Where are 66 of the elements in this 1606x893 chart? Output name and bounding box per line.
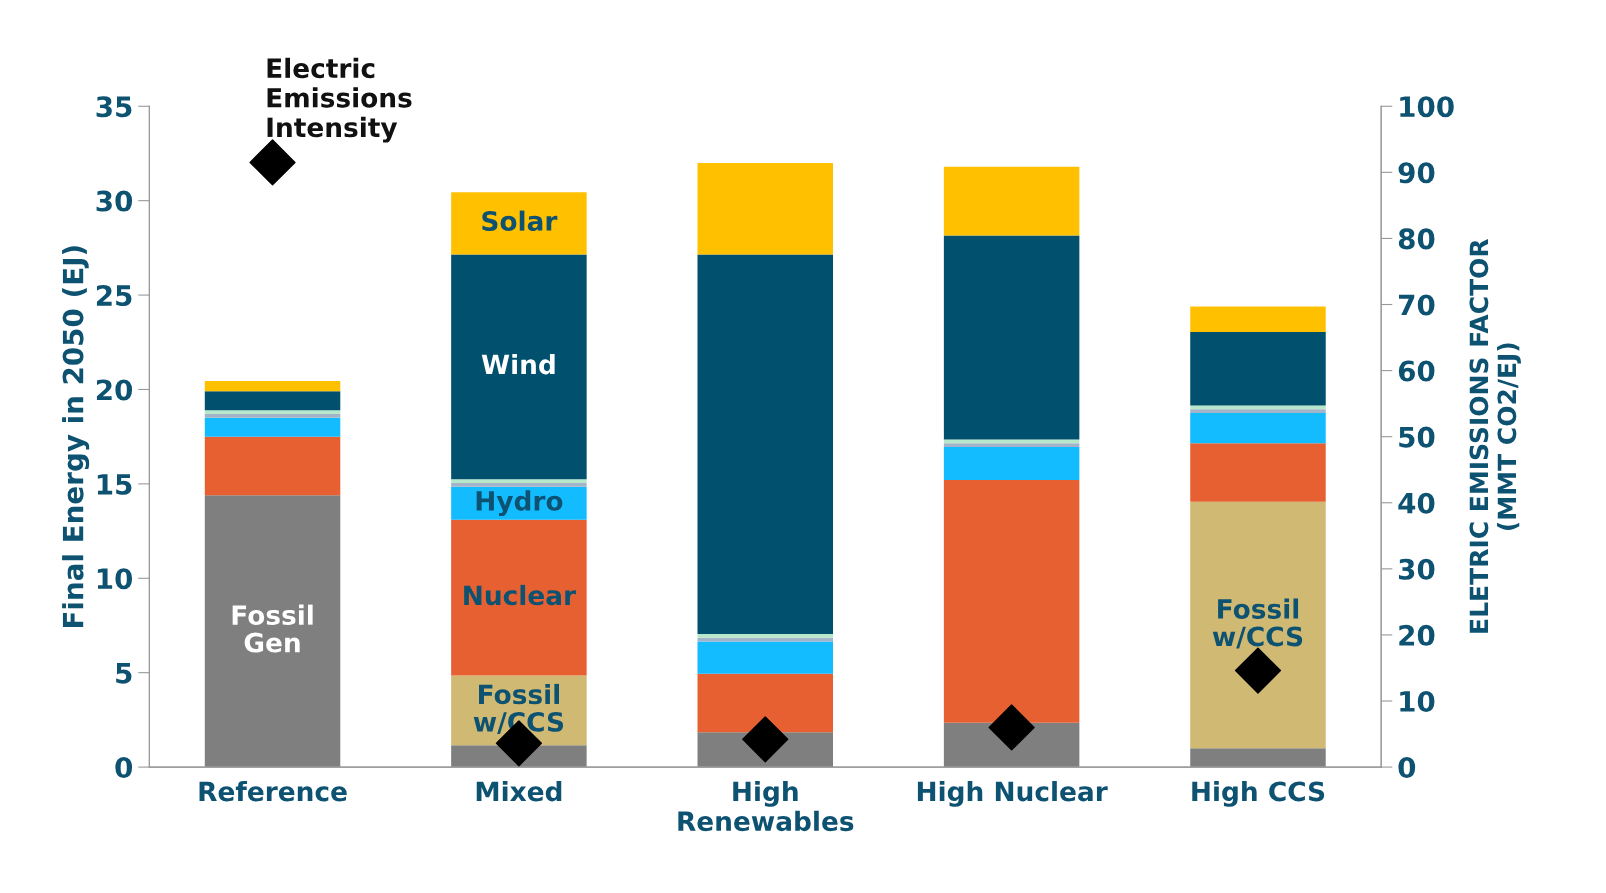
bar bbox=[204, 391, 341, 411]
y-tick-label: 35 bbox=[96, 96, 132, 118]
y2-tick-label: 100 bbox=[1400, 96, 1454, 118]
bar bbox=[697, 641, 834, 674]
bar bbox=[1190, 306, 1326, 332]
bar bbox=[697, 637, 834, 642]
data-label: Fossil w/CCS bbox=[1212, 598, 1303, 649]
bar bbox=[697, 254, 834, 634]
bar bbox=[451, 254, 587, 480]
y-tick-label: 30 bbox=[96, 190, 133, 212]
data-label: Nuclear bbox=[464, 584, 576, 606]
data-label: Wind bbox=[481, 354, 555, 375]
bar bbox=[1190, 413, 1326, 444]
bar bbox=[943, 235, 1080, 440]
y-tick-label: 15 bbox=[97, 474, 132, 495]
x-tick-label: Mixed bbox=[476, 780, 562, 802]
x-tick-label: Reference bbox=[199, 780, 347, 802]
data-label: Solar bbox=[482, 210, 558, 231]
y-tick-label: 5 bbox=[116, 662, 132, 684]
bar bbox=[697, 162, 834, 255]
bar bbox=[697, 673, 834, 733]
bar bbox=[204, 410, 341, 415]
y2-tick-label: 0 bbox=[1398, 757, 1416, 779]
bar bbox=[943, 443, 1080, 448]
y2-tick-label: 90 bbox=[1398, 162, 1435, 184]
x-tick-label: High Nuclear bbox=[917, 780, 1108, 807]
bar bbox=[697, 633, 834, 638]
y-tick-label: 25 bbox=[96, 285, 132, 307]
series-label: Electric Emissions Intensity bbox=[267, 57, 412, 143]
point bbox=[1234, 647, 1282, 694]
bar bbox=[451, 519, 587, 676]
bar bbox=[204, 414, 341, 418]
bar bbox=[943, 480, 1080, 723]
bar bbox=[943, 166, 1080, 236]
y-tick-label: 10 bbox=[97, 568, 133, 590]
x-tick-label: High CCS bbox=[1192, 780, 1325, 807]
y-tick-label: 0 bbox=[115, 757, 133, 779]
x-tick-label: High Renewables bbox=[678, 780, 854, 832]
bar bbox=[943, 447, 1080, 481]
bar bbox=[451, 479, 587, 483]
y2-tick-label: 10 bbox=[1400, 690, 1435, 712]
bar bbox=[1190, 501, 1326, 749]
bar bbox=[451, 482, 587, 487]
bar bbox=[204, 417, 341, 437]
y2-tick-label: 20 bbox=[1399, 624, 1435, 646]
bar bbox=[1190, 443, 1326, 502]
bar bbox=[1190, 409, 1326, 414]
data-label: Fossil Gen bbox=[232, 604, 313, 653]
y-axis-title: Final Energy in 2050 (EJ) bbox=[62, 246, 90, 628]
bar bbox=[204, 380, 341, 392]
y-tick-label: 20 bbox=[96, 379, 133, 401]
bar bbox=[204, 436, 341, 496]
bar bbox=[204, 495, 341, 768]
y2-tick-label: 50 bbox=[1399, 426, 1435, 448]
point bbox=[742, 716, 789, 763]
y2-tick-label: 70 bbox=[1398, 294, 1435, 316]
bar bbox=[1190, 748, 1326, 768]
bar bbox=[451, 192, 587, 255]
point bbox=[988, 704, 1035, 751]
y2-tick-label: 60 bbox=[1398, 360, 1435, 382]
data-label: Hydro bbox=[476, 490, 563, 517]
bar bbox=[1190, 331, 1326, 406]
y2-tick-label: 30 bbox=[1398, 558, 1435, 580]
y2-tick-label: 40 bbox=[1398, 492, 1435, 514]
y2-tick-label: 80 bbox=[1398, 228, 1435, 250]
y2-axis-title: ELETRIC EMISSIONS FACTOR (MMT CO2/EJ) bbox=[1469, 238, 1521, 633]
